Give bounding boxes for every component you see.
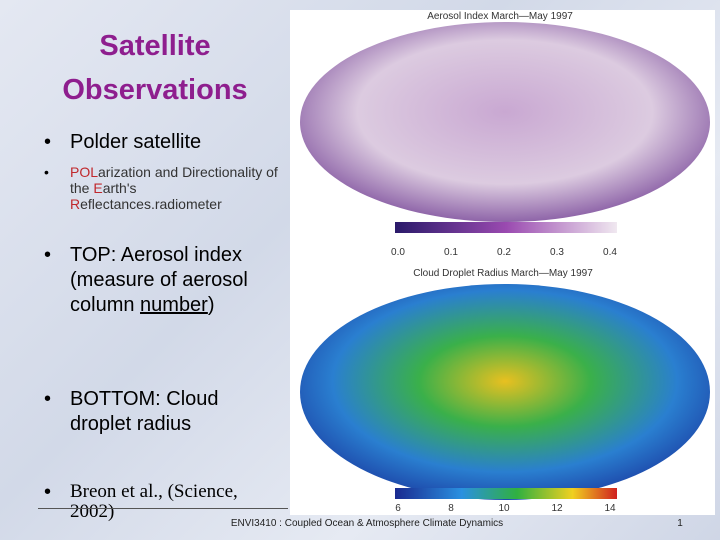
colorbar <box>395 488 617 499</box>
text: number <box>140 294 208 316</box>
colorbar <box>395 222 617 233</box>
scale-label: 0.1 <box>444 247 458 258</box>
footer: ENVI3410 : Coupled Ocean & Atmosphere Cl… <box>230 518 504 529</box>
map-title: Aerosol Index March—May 1997 <box>427 11 573 22</box>
text: R <box>70 196 81 212</box>
aerosol-map <box>300 22 710 222</box>
scale-label: 12 <box>551 503 563 514</box>
text: BOTTOM: Cloud droplet radius <box>70 388 219 435</box>
cloud-map <box>300 284 710 500</box>
text: ) <box>207 294 215 316</box>
bullet-dot: • <box>44 164 49 180</box>
text: arization and Directionality of the <box>70 164 278 196</box>
map-title: Cloud Droplet Radius March—May 1997 <box>413 268 593 279</box>
text: E <box>93 180 103 196</box>
bullet: Polder satellite <box>70 130 290 155</box>
bullet: TOP: Aerosol index (measure of aerosol c… <box>70 243 275 318</box>
bullet: Breon et al., (Science, 2002) <box>70 482 270 522</box>
text: Polder satellite <box>70 131 202 153</box>
scale-label: 8 <box>448 503 454 514</box>
bullet-dot: • <box>44 244 52 266</box>
bullet: BOTTOM: Cloud droplet radius <box>70 387 270 437</box>
bullet-dot: • <box>44 481 52 503</box>
rule <box>38 508 288 509</box>
scale-label: 10 <box>498 503 510 514</box>
scale-label: 0.3 <box>550 247 564 258</box>
scale-label: 6 <box>395 503 401 514</box>
scale-label: 0.0 <box>391 247 405 258</box>
scale-label: 0.4 <box>603 247 617 258</box>
bullet-dot: • <box>44 131 52 153</box>
text: TOP: Aerosol index (measure of aerosol c… <box>70 244 248 316</box>
bullet-dot: • <box>44 388 52 410</box>
text: eflectances.radiometer <box>80 196 222 212</box>
text: arth's <box>102 180 137 196</box>
scale-label: 0.2 <box>497 247 511 258</box>
title-line: Observations <box>62 74 248 106</box>
scale-label: 14 <box>604 503 616 514</box>
title-line: Satellite <box>99 30 211 62</box>
bullet: POLarization and Directionality of the E… <box>70 164 280 212</box>
text: POL <box>70 164 99 180</box>
text: Breon et al., (Science, 2002) <box>70 481 238 522</box>
page-number: 1 <box>677 518 683 529</box>
